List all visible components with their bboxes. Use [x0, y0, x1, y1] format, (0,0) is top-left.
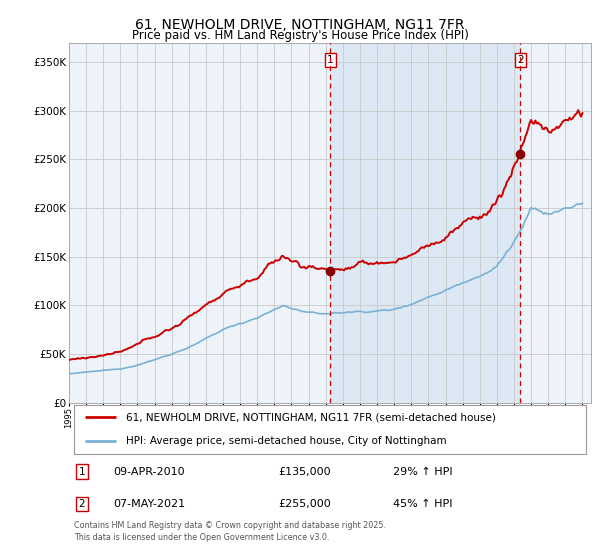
Text: 61, NEWHOLM DRIVE, NOTTINGHAM, NG11 7FR (semi-detached house): 61, NEWHOLM DRIVE, NOTTINGHAM, NG11 7FR … — [127, 412, 496, 422]
Text: 29% ↑ HPI: 29% ↑ HPI — [392, 466, 452, 477]
Text: 07-MAY-2021: 07-MAY-2021 — [113, 499, 185, 509]
Text: 09-APR-2010: 09-APR-2010 — [113, 466, 185, 477]
Text: 1: 1 — [327, 55, 334, 65]
Text: £255,000: £255,000 — [278, 499, 331, 509]
Text: 2: 2 — [79, 499, 85, 509]
Bar — [331, 43, 520, 403]
Text: Price paid vs. HM Land Registry's House Price Index (HPI): Price paid vs. HM Land Registry's House … — [131, 29, 469, 42]
Text: 2: 2 — [517, 55, 524, 65]
Text: 61, NEWHOLM DRIVE, NOTTINGHAM, NG11 7FR: 61, NEWHOLM DRIVE, NOTTINGHAM, NG11 7FR — [135, 18, 465, 32]
Text: £135,000: £135,000 — [278, 466, 331, 477]
Text: Contains HM Land Registry data © Crown copyright and database right 2025.
This d: Contains HM Land Registry data © Crown c… — [74, 521, 386, 542]
Text: HPI: Average price, semi-detached house, City of Nottingham: HPI: Average price, semi-detached house,… — [127, 436, 447, 446]
FancyBboxPatch shape — [74, 405, 586, 454]
Text: 45% ↑ HPI: 45% ↑ HPI — [392, 499, 452, 509]
Text: 1: 1 — [79, 466, 85, 477]
